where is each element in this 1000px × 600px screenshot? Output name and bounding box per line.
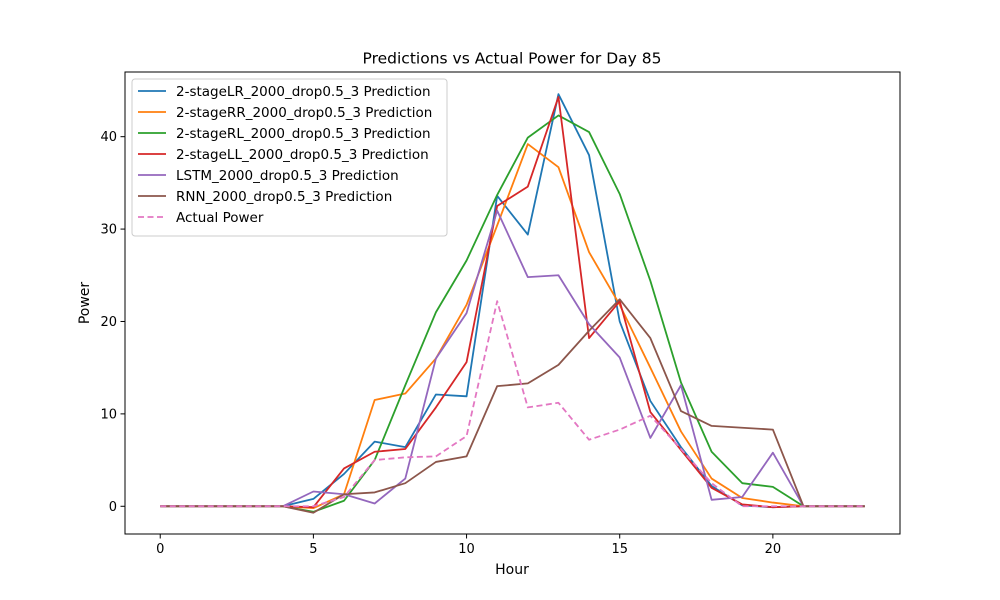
y-axis-label: Power [77,282,93,325]
x-tick-label: 15 [611,542,628,557]
x-tick-label: 20 [765,542,782,557]
legend: 2-stageLR_2000_drop0.5_3 Prediction 2-sta… [131,78,448,237]
legend-box [131,78,448,237]
x-axis: 0 5 10 15 20 [156,534,781,557]
y-tick-label: 0 [109,500,117,515]
series-line-7 [160,300,865,508]
x-axis-label: Hour [495,562,529,578]
legend-label: Actual Power [176,210,264,226]
plot-frame [124,71,901,535]
series-line-6 [160,298,865,514]
y-tick-label: 10 [100,407,117,422]
legend-label: RNN_2000_drop0.5_3 Prediction [176,189,392,205]
y-tick-label: 40 [100,130,117,145]
chart-title: Predictions vs Actual Power for Day 85 [363,50,662,68]
legend-label: 2-stageRR_2000_drop0.5_3 Prediction [176,105,432,121]
y-tick-label: 20 [100,315,117,330]
series-line-5 [160,209,865,508]
x-tick-label: 0 [156,542,164,557]
plot-lines [160,93,865,514]
legend-label: 2-stageLR_2000_drop0.5_3 Prediction [176,84,431,100]
legend-label: LSTM_2000_drop0.5_3 Prediction [176,168,399,184]
y-axis: 0 10 20 30 40 [100,130,125,515]
legend-label: 2-stageRL_2000_drop0.5_3 Prediction [176,126,431,142]
x-tick-label: 10 [458,542,475,557]
legend-label: 2-stageLL_2000_drop0.5_3 Prediction [176,147,429,163]
y-tick-label: 30 [100,223,117,238]
x-tick-label: 5 [309,542,317,557]
